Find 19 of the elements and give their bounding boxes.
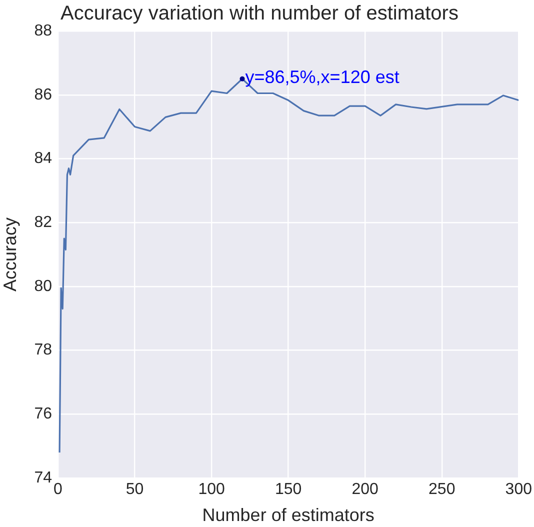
- x-tick-label: 200: [352, 481, 379, 498]
- x-tick-label: 100: [198, 481, 225, 498]
- y-axis-title: Accuracy: [0, 217, 20, 292]
- annotation: y=86,5%,x=120 est: [245, 66, 400, 87]
- y-tick-label: 74: [34, 469, 52, 486]
- y-tick-label: 82: [34, 214, 52, 231]
- x-tick-label: 0: [54, 481, 63, 498]
- chart-title: Accuracy variation with number of estimators: [60, 2, 458, 25]
- x-axis-title: Number of estimators: [202, 505, 374, 526]
- y-tick-label: 80: [34, 278, 52, 295]
- x-tick-label: 150: [274, 481, 302, 498]
- y-tick-label: 84: [34, 150, 52, 168]
- x-tick-label: 300: [505, 481, 532, 498]
- y-tick-label: 76: [34, 406, 52, 423]
- x-tick-label: 250: [428, 481, 456, 498]
- y-tick-label: 86: [34, 86, 52, 104]
- y-tick-label: 88: [34, 22, 52, 40]
- x-tick-label: 50: [126, 481, 144, 498]
- y-tick-label: 78: [34, 342, 52, 359]
